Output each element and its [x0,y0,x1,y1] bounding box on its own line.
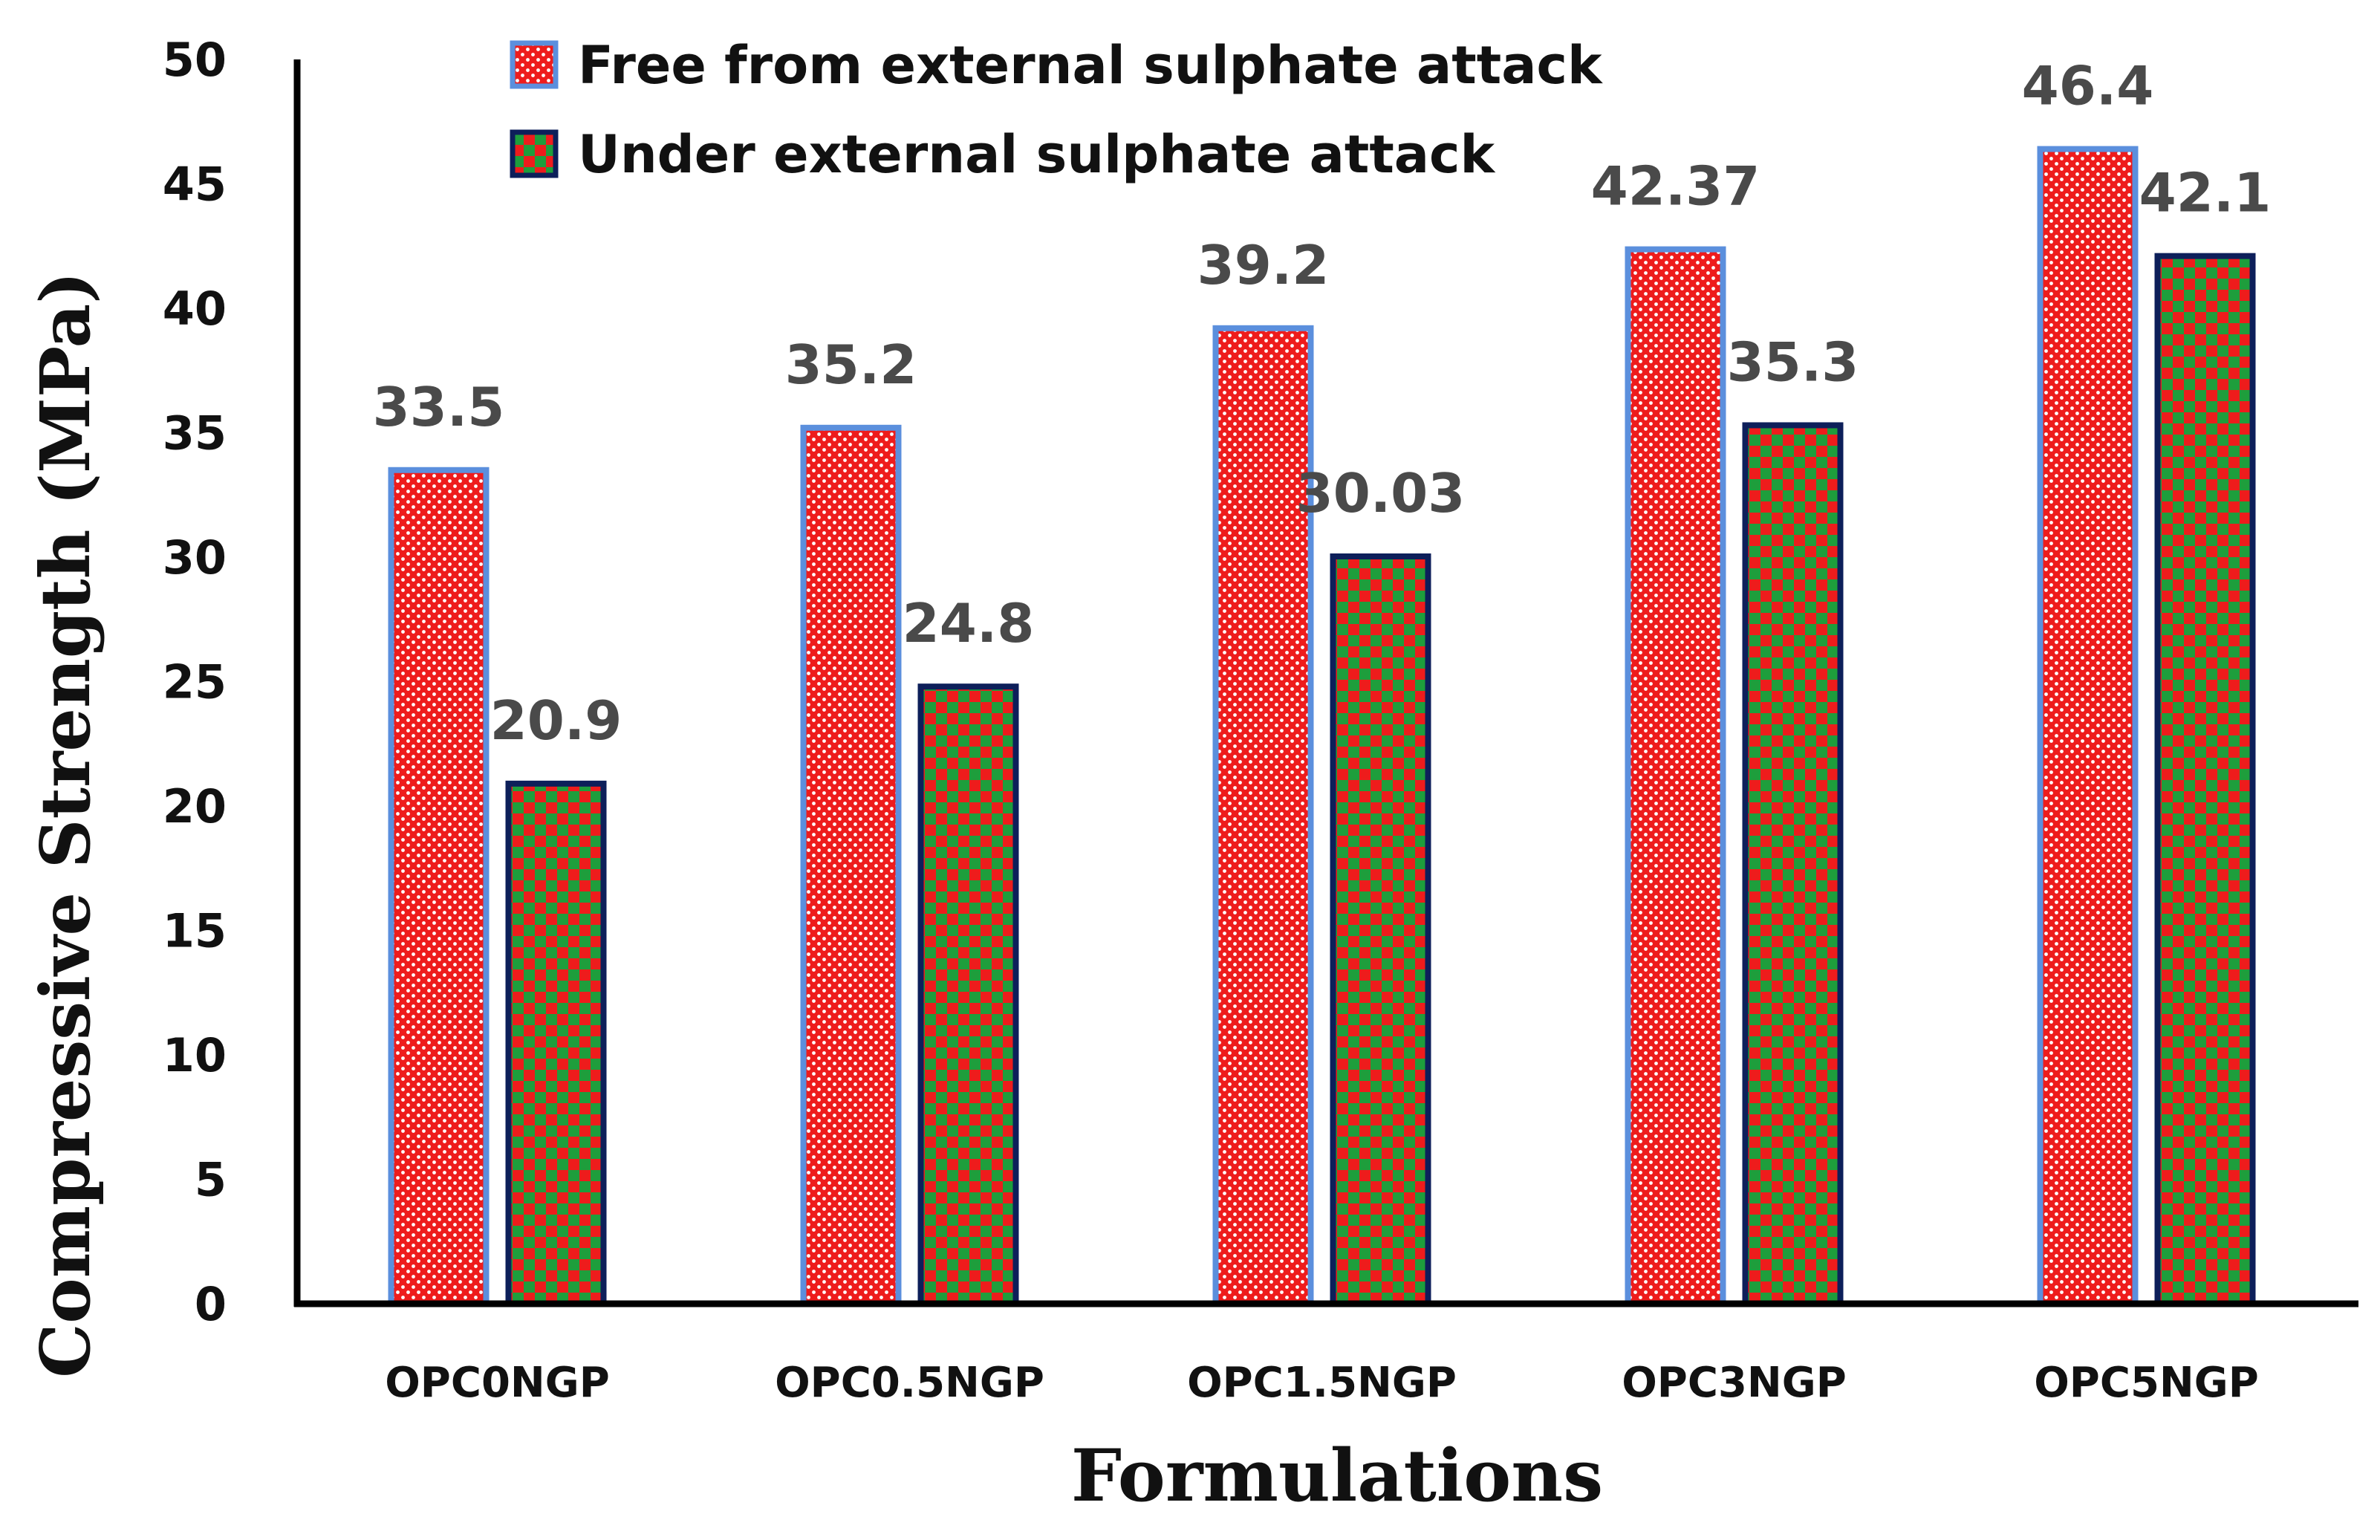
bars [388,146,2256,1307]
bar-under [505,780,607,1307]
data-label: 35.2 [785,334,917,396]
y-tick-label: 30 [163,530,227,585]
y-tick-label: 10 [163,1028,227,1082]
y-tick-label: 5 [195,1153,227,1207]
y-axis-title: Compressive Strength (MPa) [25,271,105,1378]
data-label: 46.4 [2022,55,2154,117]
data-label: 33.5 [373,376,505,438]
x-axis-categories: OPC0NGP OPC0.5NGP OPC1.5NGP OPC3NGP OPC5NGP [385,1359,2259,1407]
bar-free [800,424,902,1307]
x-tick-label: OPC0.5NGP [775,1359,1044,1407]
data-label: 24.8 [903,592,1035,654]
data-label: 30.03 [1296,462,1466,524]
bar-under [1330,553,1431,1307]
y-tick-label: 25 [163,655,227,709]
x-tick-label: OPC5NGP [2034,1359,2259,1407]
y-tick-label: 15 [163,904,227,958]
y-tick-label: 40 [163,282,227,336]
y-tick-label: 35 [163,406,227,461]
y-axis-ticks: 0 5 10 15 20 25 30 35 40 45 50 [163,33,227,1331]
data-label: 42.1 [2139,162,2272,224]
x-tick-label: OPC0NGP [385,1359,610,1407]
bar-under [2154,253,2256,1307]
y-tick-label: 50 [163,33,227,87]
y-tick-label: 45 [163,157,227,212]
bar-free [1212,325,1314,1307]
y-tick-label: 0 [195,1277,227,1331]
data-labels: 33.5 20.9 35.2 24.8 39.2 30.03 42.37 35.3 46.4 42… [373,55,2272,752]
bar-free [2037,146,2139,1307]
data-label: 42.37 [1591,155,1760,218]
data-label: 20.9 [490,689,622,752]
bar-free [388,467,490,1307]
legend-label-under: Under external sulphate attack [578,124,1496,185]
y-tick-label: 20 [163,779,227,834]
x-axis-title: Formulations [1071,1434,1603,1518]
data-label: 39.2 [1197,234,1330,296]
legend-swatch-under [510,129,559,178]
x-tick-label: OPC3NGP [1622,1359,1847,1407]
bar-under [1742,422,1844,1307]
x-tick-label: OPC1.5NGP [1187,1359,1457,1407]
bar-free [1625,246,1726,1307]
data-label: 35.3 [1727,331,1859,393]
legend-swatch-free [510,40,559,89]
bar-under [917,683,1019,1307]
legend: Free from external sulphate attack Under… [510,35,1603,185]
legend-label-free: Free from external sulphate attack [578,35,1603,96]
